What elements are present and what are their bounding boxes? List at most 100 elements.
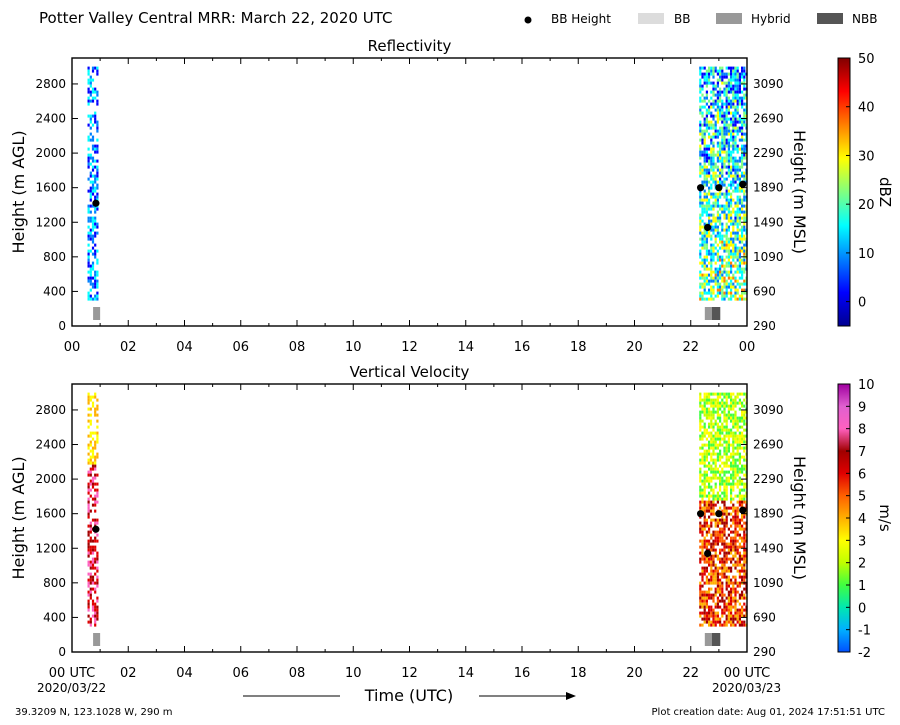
x-tick-label: 18 [570, 666, 587, 681]
x-tick-label: 10 [345, 666, 362, 681]
heatmap-data [87, 392, 748, 627]
x-tick-label: 08 [289, 666, 306, 681]
x-tick-label: 10 [345, 340, 362, 355]
bb-height-point [739, 180, 747, 188]
date-start-label: 2020/03/22 [37, 681, 106, 695]
y-tick-label: 2000 [35, 472, 66, 486]
x-tick-label: 08 [289, 340, 306, 355]
bb-type-marker [93, 633, 101, 646]
bb-height-point [92, 525, 100, 533]
bb-height-point [92, 199, 100, 207]
y-tick-label: 1600 [35, 181, 66, 195]
x-tick-label: 00 UTC [724, 666, 770, 681]
header-legend: BB Height BB Hybrid NBB [524, 12, 877, 26]
bb-type-marker [93, 307, 101, 320]
legend-bb-swatch [638, 13, 664, 24]
x-tick-label: 04 [176, 340, 193, 355]
colorbar-tick-label: 7 [858, 445, 866, 460]
y-axis-label: Height (m AGL) [9, 456, 28, 579]
colorbar-tick-label: 40 [858, 101, 875, 116]
bb-type-marker [704, 633, 712, 646]
y2-axis-label: Height (m MSL) [790, 130, 809, 254]
y-tick-label: 0 [58, 319, 66, 333]
x-tick-label: 00 [64, 340, 81, 355]
y-tick-label: 2400 [35, 438, 66, 452]
colorbar-tick-label: 5 [858, 490, 866, 505]
y-tick-label: 1200 [35, 541, 66, 555]
x-tick-label: 06 [232, 666, 249, 681]
x-tick-label: 16 [514, 666, 531, 681]
colorbar-label: dBZ [876, 177, 894, 207]
creation-date-label: Plot creation date: Aug 01, 2024 17:51:5… [652, 707, 885, 718]
colorbar-tick-label: 0 [858, 601, 866, 616]
colorbar-tick-label: 50 [858, 52, 875, 67]
y2-tick-label: 1890 [753, 181, 784, 195]
x-tick-label: 20 [626, 666, 643, 681]
y-tick-label: 400 [43, 284, 66, 298]
plot-frame [71, 383, 748, 653]
panel-title: Vertical Velocity [350, 363, 470, 381]
legend-nbb-swatch [817, 13, 843, 24]
x-tick-label: 00 UTC [49, 666, 95, 681]
y2-tick-label: 290 [753, 645, 776, 659]
x-tick-label: 20 [626, 340, 643, 355]
legend-hybrid-swatch [716, 13, 742, 24]
x-tick-label: 12 [401, 666, 418, 681]
legend-hybrid-label: Hybrid [751, 12, 791, 26]
y2-tick-label: 3090 [753, 77, 784, 91]
y-tick-label: 0 [58, 645, 66, 659]
location-label: 39.3209 N, 123.1028 W, 290 m [15, 707, 173, 718]
y2-tick-label: 2690 [753, 438, 784, 452]
figure-title: Potter Valley Central MRR: March 22, 202… [39, 9, 392, 27]
bb-height-point [696, 184, 705, 192]
y-tick-label: 2000 [35, 146, 66, 160]
y2-tick-label: 2290 [753, 146, 784, 160]
legend-bb-height-label: BB Height [551, 12, 611, 26]
x-tick-label: 06 [232, 340, 249, 355]
legend-nbb-label: NBB [852, 12, 877, 26]
legend-bb-height-dot [524, 16, 532, 24]
bb-type-marker [704, 307, 712, 320]
y2-tick-label: 1490 [753, 541, 784, 555]
y2-tick-label: 2690 [753, 112, 784, 126]
y2-tick-label: 690 [753, 610, 776, 624]
colorbar-tick-label: 1 [858, 579, 866, 594]
y2-tick-label: 1090 [753, 576, 784, 590]
x-tick-label: 02 [120, 340, 137, 355]
x-tick-label: 04 [176, 666, 193, 681]
y-axis-label: Height (m AGL) [9, 130, 28, 253]
y2-axis-label: Height (m MSL) [790, 456, 809, 580]
y-tick-label: 1600 [35, 507, 66, 521]
y2-tick-label: 1490 [753, 215, 784, 229]
bb-height-point [715, 184, 723, 192]
colorbar-tick-label: 4 [858, 512, 866, 527]
y2-tick-label: 690 [753, 284, 776, 298]
bb-height-point [704, 549, 712, 558]
colorbar [837, 57, 851, 327]
y-tick-label: 800 [43, 250, 66, 264]
x-tick-label: 12 [401, 340, 418, 355]
colorbar-tick-label: 10 [858, 378, 875, 393]
colorbar-tick-label: -1 [858, 624, 871, 639]
x-tick-label: 22 [682, 666, 699, 681]
y-tick-label: 800 [43, 576, 66, 590]
x-tick-label: 22 [682, 340, 699, 355]
x-tick-label: 14 [457, 340, 474, 355]
x-tick-label: 18 [570, 340, 587, 355]
bb-height-point [715, 510, 723, 518]
bb-type-marker [711, 633, 721, 646]
plot-frame [71, 57, 748, 327]
y2-tick-label: 290 [753, 319, 776, 333]
colorbar-tick-label: 3 [858, 534, 866, 549]
colorbar-tick-label: 6 [858, 467, 866, 482]
legend-bb-label: BB [674, 12, 690, 26]
colorbar-label: m/s [876, 504, 894, 532]
x-tick-label: 16 [514, 340, 531, 355]
bb-height-point [739, 506, 747, 514]
x-tick-label: 14 [457, 666, 474, 681]
colorbar-tick-label: 0 [858, 296, 866, 311]
heatmap-data [87, 66, 748, 301]
